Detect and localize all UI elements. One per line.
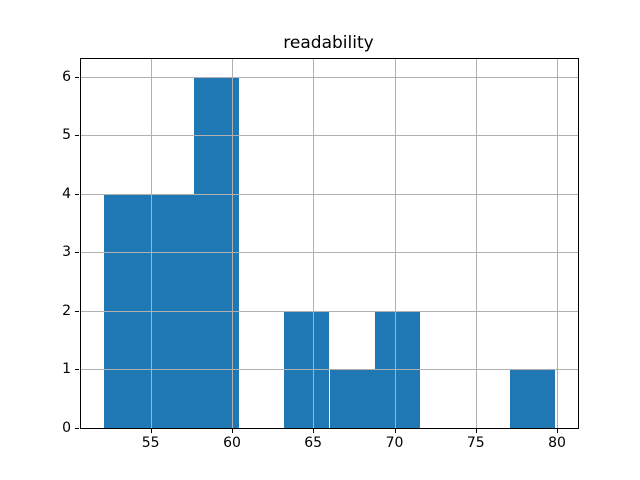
gridline (313, 59, 315, 428)
x-tick-label: 80 (548, 435, 566, 451)
y-tick-mark (75, 193, 79, 195)
y-tick-label: 2 (62, 302, 71, 319)
gridline (81, 193, 578, 195)
y-tick-label: 4 (62, 185, 71, 202)
y-tick-mark (75, 76, 79, 78)
x-tick-mark (232, 429, 233, 433)
x-tick-mark (394, 429, 396, 433)
y-tick-mark (75, 252, 79, 254)
x-tick-mark (150, 429, 152, 433)
x-tick-label: 70 (385, 435, 404, 451)
x-tick-label: 65 (304, 435, 323, 451)
chart-title: readability (283, 33, 374, 53)
x-tick-mark (475, 429, 477, 433)
gridline (81, 135, 578, 137)
y-tick-label: 0 (62, 420, 71, 436)
x-tick-mark (557, 429, 558, 433)
gridline (475, 59, 477, 428)
y-tick-label: 6 (62, 68, 71, 85)
x-tick-mark (313, 429, 315, 433)
x-tick-label: 75 (466, 435, 485, 451)
x-tick-label: 55 (141, 435, 160, 451)
histogram-bar (329, 369, 375, 428)
y-tick-label: 5 (62, 127, 71, 144)
x-tick-label: 60 (223, 435, 241, 451)
gridline (81, 76, 578, 78)
plot-area (80, 58, 579, 429)
histogram-bar (103, 193, 149, 428)
y-tick-label: 1 (62, 361, 71, 378)
gridline (394, 59, 396, 428)
y-tick-mark (75, 369, 79, 371)
gridline (81, 252, 578, 254)
gridline (81, 369, 578, 371)
y-tick-mark (75, 428, 79, 429)
grid-layer (81, 59, 578, 428)
histogram-bar (148, 193, 194, 428)
y-tick-mark (75, 135, 79, 137)
gridline (150, 59, 152, 428)
gridline (557, 59, 558, 428)
histogram-bar (510, 369, 556, 428)
gridline (232, 59, 233, 428)
y-tick-mark (75, 310, 79, 312)
gridline (81, 310, 578, 312)
y-tick-label: 3 (62, 244, 71, 261)
